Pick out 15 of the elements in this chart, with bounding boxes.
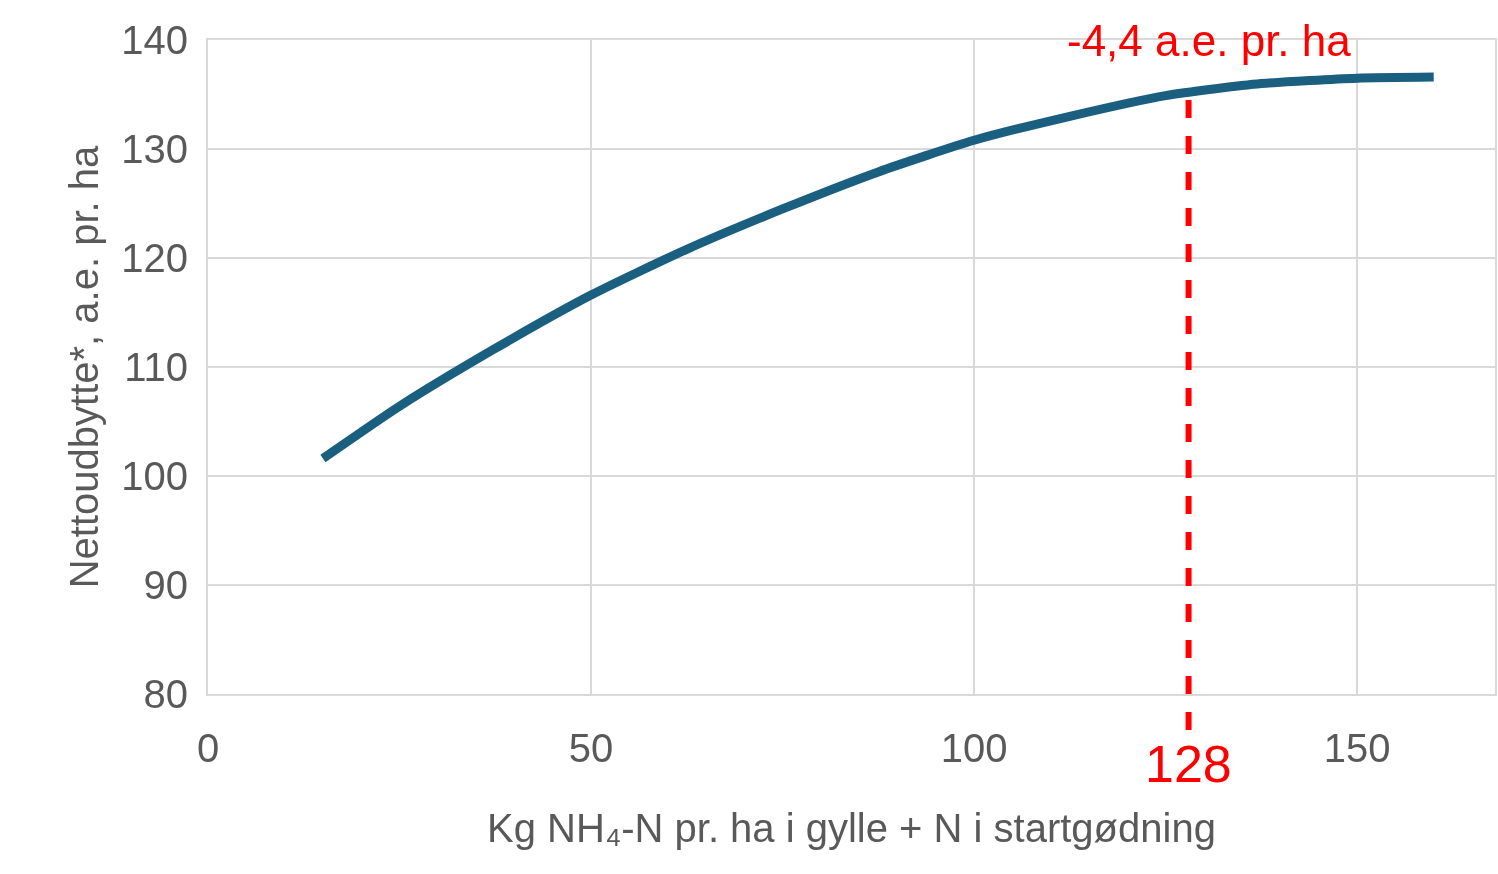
x-tick-label: 100 [940, 726, 1008, 770]
ref-line-label: 128 [1145, 735, 1232, 793]
y-tick-label: 120 [121, 236, 188, 280]
x-tick-label: 50 [568, 726, 614, 770]
x-tick-label: 150 [1323, 726, 1391, 770]
y-axis-title: Nettoudbytte*, a.e. pr. ha [62, 144, 107, 589]
y-tick-label: 80 [143, 672, 188, 716]
y-tick-label: 90 [143, 563, 188, 607]
y-tick-label: 110 [124, 345, 188, 389]
annotation: -4,4 a.e. pr. ha [1067, 16, 1352, 65]
x-tick-label: 0 [196, 726, 220, 770]
x-axis-title: Kg NH₄-N pr. ha i gylle + N i startgødning [487, 806, 1216, 850]
y-tick-label: 130 [121, 127, 188, 171]
y-tick-label: 100 [121, 454, 188, 498]
y-tick-label: 140 [121, 18, 188, 62]
